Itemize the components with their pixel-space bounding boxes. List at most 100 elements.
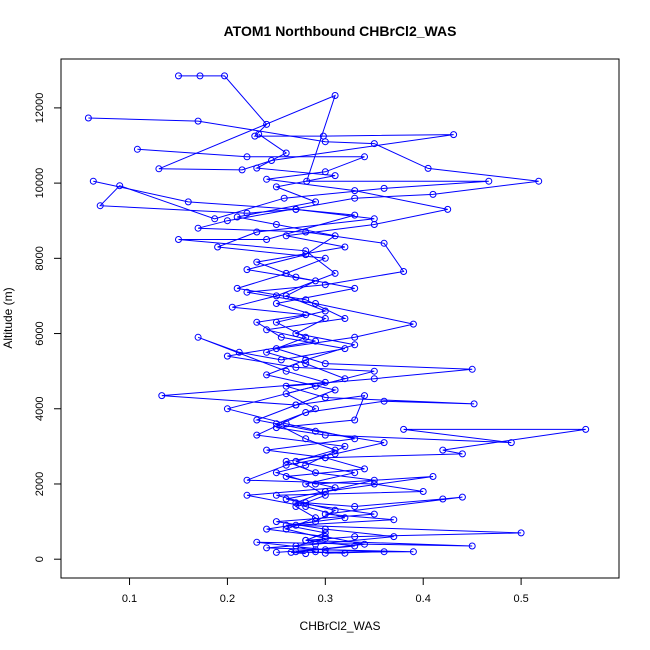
data-point	[292, 499, 300, 507]
data-point	[331, 172, 339, 180]
x-axis: 0.1 0.2 0.3 0.4 0.5	[122, 577, 529, 605]
data-point	[458, 493, 466, 501]
data-point	[400, 268, 408, 275]
data-point	[292, 503, 300, 510]
y-tick-label: 10000	[34, 168, 46, 199]
data-point	[280, 194, 288, 202]
data-point	[272, 469, 280, 477]
data-point	[255, 130, 263, 138]
data-point	[409, 548, 417, 556]
data-point	[312, 518, 319, 526]
data-point	[380, 184, 388, 192]
data-point	[194, 117, 202, 125]
data-point	[331, 386, 339, 394]
data-point	[351, 469, 359, 477]
data-point	[282, 292, 290, 300]
series-5	[233, 130, 359, 556]
data-point	[272, 300, 280, 307]
data-point	[243, 266, 251, 274]
data-point	[380, 239, 388, 247]
plot-box	[60, 58, 620, 579]
y-axis-label: Altitude (m)	[1, 287, 15, 348]
data-point	[233, 213, 241, 221]
data-point	[380, 397, 388, 405]
data-point	[351, 284, 359, 292]
data-point	[351, 435, 359, 443]
data-point	[450, 131, 458, 139]
data-point	[243, 476, 251, 484]
data-point	[331, 269, 339, 277]
data-point	[292, 363, 300, 371]
data-point	[351, 416, 359, 424]
data-point	[272, 420, 280, 428]
data-point	[272, 318, 280, 326]
series-4	[133, 145, 452, 556]
data-point	[341, 442, 349, 450]
data-point	[263, 175, 271, 183]
y-tick-label: 12000	[34, 93, 46, 124]
data-point	[263, 446, 271, 454]
data-point	[84, 114, 92, 122]
series-1	[96, 72, 590, 558]
data-point	[351, 211, 359, 219]
data-point	[351, 187, 359, 195]
data-point	[485, 177, 493, 185]
data-point	[272, 548, 280, 556]
data-point	[321, 491, 329, 499]
data-point	[321, 394, 329, 401]
data-point	[282, 457, 290, 465]
data-point	[263, 525, 271, 533]
y-tick-label: 0	[34, 556, 46, 562]
data-point	[133, 145, 141, 153]
data-point	[272, 183, 280, 191]
data-point	[312, 546, 319, 554]
data-point	[116, 182, 124, 190]
y-axis: 0 2000 4000 6000 8000 10000 12000	[34, 93, 62, 562]
data-point	[302, 409, 310, 416]
data-point	[380, 548, 388, 556]
data-point	[253, 416, 261, 424]
data-point	[400, 425, 408, 433]
data-point	[253, 164, 261, 172]
data-point	[228, 303, 236, 311]
data-point	[370, 367, 378, 375]
data-point	[272, 518, 280, 526]
y-tick-label: 2000	[34, 472, 46, 496]
data-point	[282, 420, 290, 428]
data-point	[302, 228, 310, 236]
data-point	[351, 194, 359, 202]
data-point	[321, 138, 329, 146]
data-point	[331, 232, 339, 240]
data-point	[292, 457, 300, 465]
data-point	[253, 431, 261, 439]
chart-title: ATOM1 Northbound CHBrCl2_WAS	[224, 23, 457, 39]
data-point	[292, 542, 300, 550]
data-point	[277, 333, 285, 341]
data-point	[331, 92, 339, 99]
data-point	[331, 506, 339, 514]
data-point	[196, 72, 204, 80]
y-tick-label: 4000	[34, 397, 46, 421]
data-point	[321, 488, 329, 495]
data-point	[312, 198, 319, 206]
data-point	[409, 320, 417, 328]
data-point	[175, 72, 182, 80]
data-point	[424, 164, 432, 172]
data-point	[243, 288, 251, 296]
data-point	[282, 495, 290, 503]
series-line	[237, 133, 355, 553]
data-point	[361, 392, 368, 400]
data-point	[312, 514, 319, 522]
data-point	[458, 450, 466, 458]
x-tick-label: 0.1	[122, 593, 137, 605]
data-point	[282, 525, 290, 533]
data-point	[312, 337, 319, 345]
data-point	[272, 221, 280, 228]
data-point	[439, 495, 447, 503]
data-point	[429, 473, 437, 480]
data-point	[361, 540, 368, 548]
data-point	[321, 315, 329, 322]
data-point	[302, 480, 310, 488]
data-point	[321, 549, 329, 557]
